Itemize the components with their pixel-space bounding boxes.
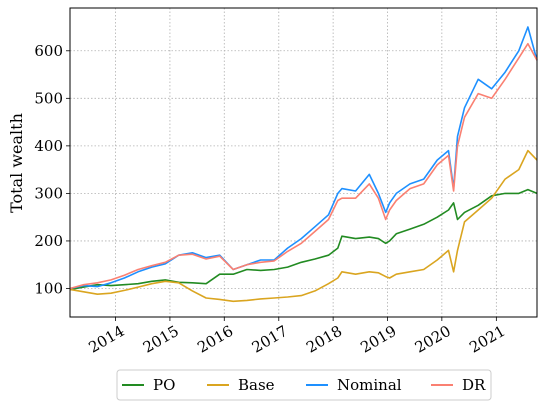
grid-lines bbox=[70, 8, 537, 317]
plot-frame bbox=[69, 7, 538, 318]
y-axis-label: Total wealth bbox=[7, 113, 26, 213]
y-tick-label: 200 bbox=[34, 232, 63, 250]
x-tick-label: 2015 bbox=[140, 322, 182, 357]
legend-label-po: PO bbox=[153, 376, 175, 394]
series-line-po bbox=[69, 188, 538, 291]
x-tick-label: 2018 bbox=[303, 322, 345, 357]
x-tick-label: 2017 bbox=[249, 322, 291, 357]
series-line-nominal bbox=[69, 26, 538, 290]
legend-label-base: Base bbox=[238, 376, 275, 394]
x-tick-label: 2016 bbox=[194, 322, 236, 357]
x-tick-label: 2014 bbox=[85, 322, 127, 357]
x-tick-label: 2019 bbox=[357, 322, 399, 357]
x-tick-label: 2020 bbox=[412, 322, 454, 357]
legend-box bbox=[116, 369, 492, 401]
y-tick-label: 600 bbox=[34, 42, 63, 60]
y-tick-label: 400 bbox=[34, 137, 63, 155]
legend-label-dr: DR bbox=[462, 376, 486, 394]
series-layer bbox=[69, 26, 538, 303]
legend-label-nominal: Nominal bbox=[337, 376, 402, 394]
x-axis: 2014 2015 2016 2017 2018 2019 2020 2021 bbox=[85, 317, 508, 357]
series-line-base bbox=[69, 149, 538, 303]
legend: PO Base Nominal DR bbox=[116, 369, 492, 401]
y-tick-label: 100 bbox=[34, 279, 63, 297]
y-tick-label: 300 bbox=[34, 184, 63, 202]
y-tick-label: 500 bbox=[34, 89, 63, 107]
x-tick-label: 2021 bbox=[466, 322, 508, 357]
y-axis: 100 200 300 400 500 600 bbox=[34, 42, 70, 297]
series-line-dr bbox=[69, 42, 538, 290]
